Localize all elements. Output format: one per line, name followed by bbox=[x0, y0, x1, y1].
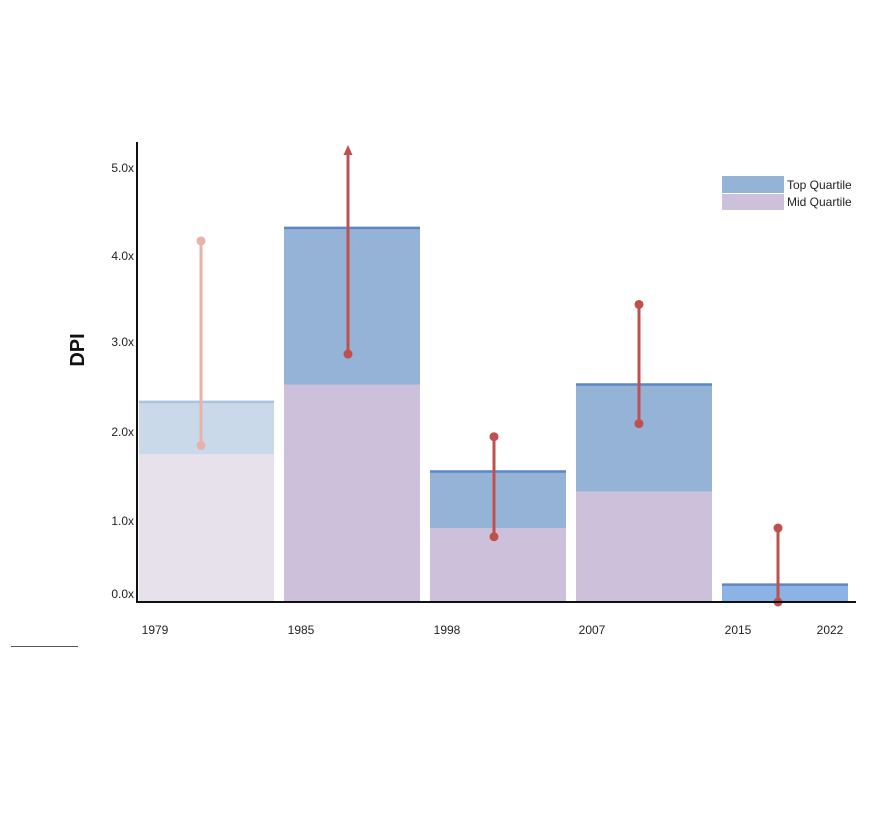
bar-mid-quartile-1979 bbox=[139, 454, 274, 602]
range-low-marker-2007 bbox=[634, 419, 644, 429]
y-tick-labels: 0.0x 1.0x 2.0x 3.0x 4.0x 5.0x bbox=[111, 161, 134, 601]
y-axis-title: DPI bbox=[67, 333, 89, 366]
bar-mid-quartile-1985 bbox=[284, 384, 420, 602]
y-tick-label: 3.0x bbox=[111, 335, 134, 349]
range-arrow-1985 bbox=[343, 145, 353, 155]
legend-swatch-mid-quartile bbox=[722, 194, 784, 210]
x-tick-label: 2022 bbox=[817, 623, 844, 637]
range-high-marker-1979 bbox=[196, 236, 206, 246]
bar-top-quartile-2015 bbox=[722, 584, 848, 602]
range-low-marker-1985 bbox=[343, 349, 353, 359]
range-high-marker-1998 bbox=[489, 432, 499, 442]
x-tick-label: 2007 bbox=[579, 623, 606, 637]
x-tick-label: 1985 bbox=[288, 623, 315, 637]
bars-layer bbox=[139, 226, 848, 602]
footnote-rule bbox=[11, 646, 78, 647]
bar-mid-quartile-1998 bbox=[430, 528, 566, 602]
bar-mid-quartile-2007 bbox=[576, 491, 712, 602]
range-low-marker-1998 bbox=[489, 532, 499, 542]
ranges-layer bbox=[196, 145, 783, 607]
y-tick-label: 4.0x bbox=[111, 249, 134, 263]
legend-label-top-quartile: Top Quartile bbox=[787, 178, 852, 192]
x-tick-labels: 1979 1985 1998 2007 2015 2022 bbox=[142, 623, 844, 637]
y-tick-label: 5.0x bbox=[111, 161, 134, 175]
y-tick-label: 2.0x bbox=[111, 425, 134, 439]
x-tick-label: 1998 bbox=[434, 623, 461, 637]
y-tick-label: 1.0x bbox=[111, 514, 134, 528]
legend-label-mid-quartile: Mid Quartile bbox=[787, 195, 852, 209]
x-tick-label: 1979 bbox=[142, 623, 169, 637]
range-low-marker-1979 bbox=[196, 440, 206, 450]
range-high-marker-2015 bbox=[773, 523, 783, 533]
legend: Top Quartile Mid Quartile bbox=[722, 176, 852, 210]
range-high-marker-2007 bbox=[634, 299, 644, 309]
legend-swatch-top-quartile bbox=[722, 176, 784, 193]
x-tick-label: 2015 bbox=[725, 623, 752, 637]
y-tick-label: 0.0x bbox=[111, 587, 134, 601]
